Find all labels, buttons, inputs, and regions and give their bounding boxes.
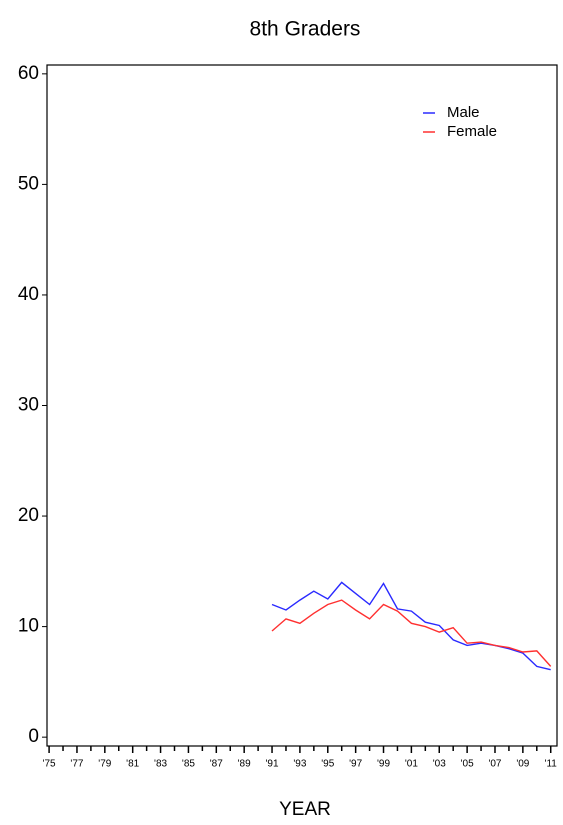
data-line	[271, 581, 551, 671]
y-tick-label: 0	[28, 726, 39, 747]
x-tick-label: '81	[126, 759, 139, 770]
y-tick-label: 10	[18, 616, 39, 637]
y-tick-label: 30	[18, 395, 39, 416]
y-tick-label: 40	[18, 284, 39, 305]
y-tick-label: 60	[18, 63, 39, 84]
chart-title: 8th Graders	[250, 18, 361, 41]
x-tick-label: '77	[70, 759, 83, 770]
x-tick-label: '99	[377, 759, 390, 770]
x-tick-label: '85	[182, 759, 195, 770]
x-axis-label: YEAR	[279, 799, 331, 820]
x-tick-label: '91	[266, 759, 279, 770]
data-line	[271, 599, 552, 667]
legend-label: Female	[447, 123, 497, 140]
x-tick-label: '89	[238, 759, 251, 770]
x-tick-label: '95	[321, 759, 334, 770]
x-tick-label: '03	[433, 759, 446, 770]
y-tick-label: 50	[18, 173, 39, 194]
x-tick-label: '09	[516, 759, 529, 770]
legend-label: Male	[447, 104, 480, 121]
x-tick-label: '87	[210, 759, 223, 770]
x-tick-label: '07	[488, 759, 501, 770]
x-tick-label: '97	[349, 759, 362, 770]
x-tick-label: '93	[293, 759, 306, 770]
x-tick-label: '11	[545, 759, 558, 770]
x-tick-label: '01	[405, 759, 418, 770]
y-tick-label: 20	[18, 505, 39, 526]
x-tick-label: '05	[461, 759, 474, 770]
x-tick-label: '83	[154, 759, 167, 770]
x-tick-label: '79	[98, 759, 111, 770]
x-tick-label: '75	[43, 759, 56, 770]
